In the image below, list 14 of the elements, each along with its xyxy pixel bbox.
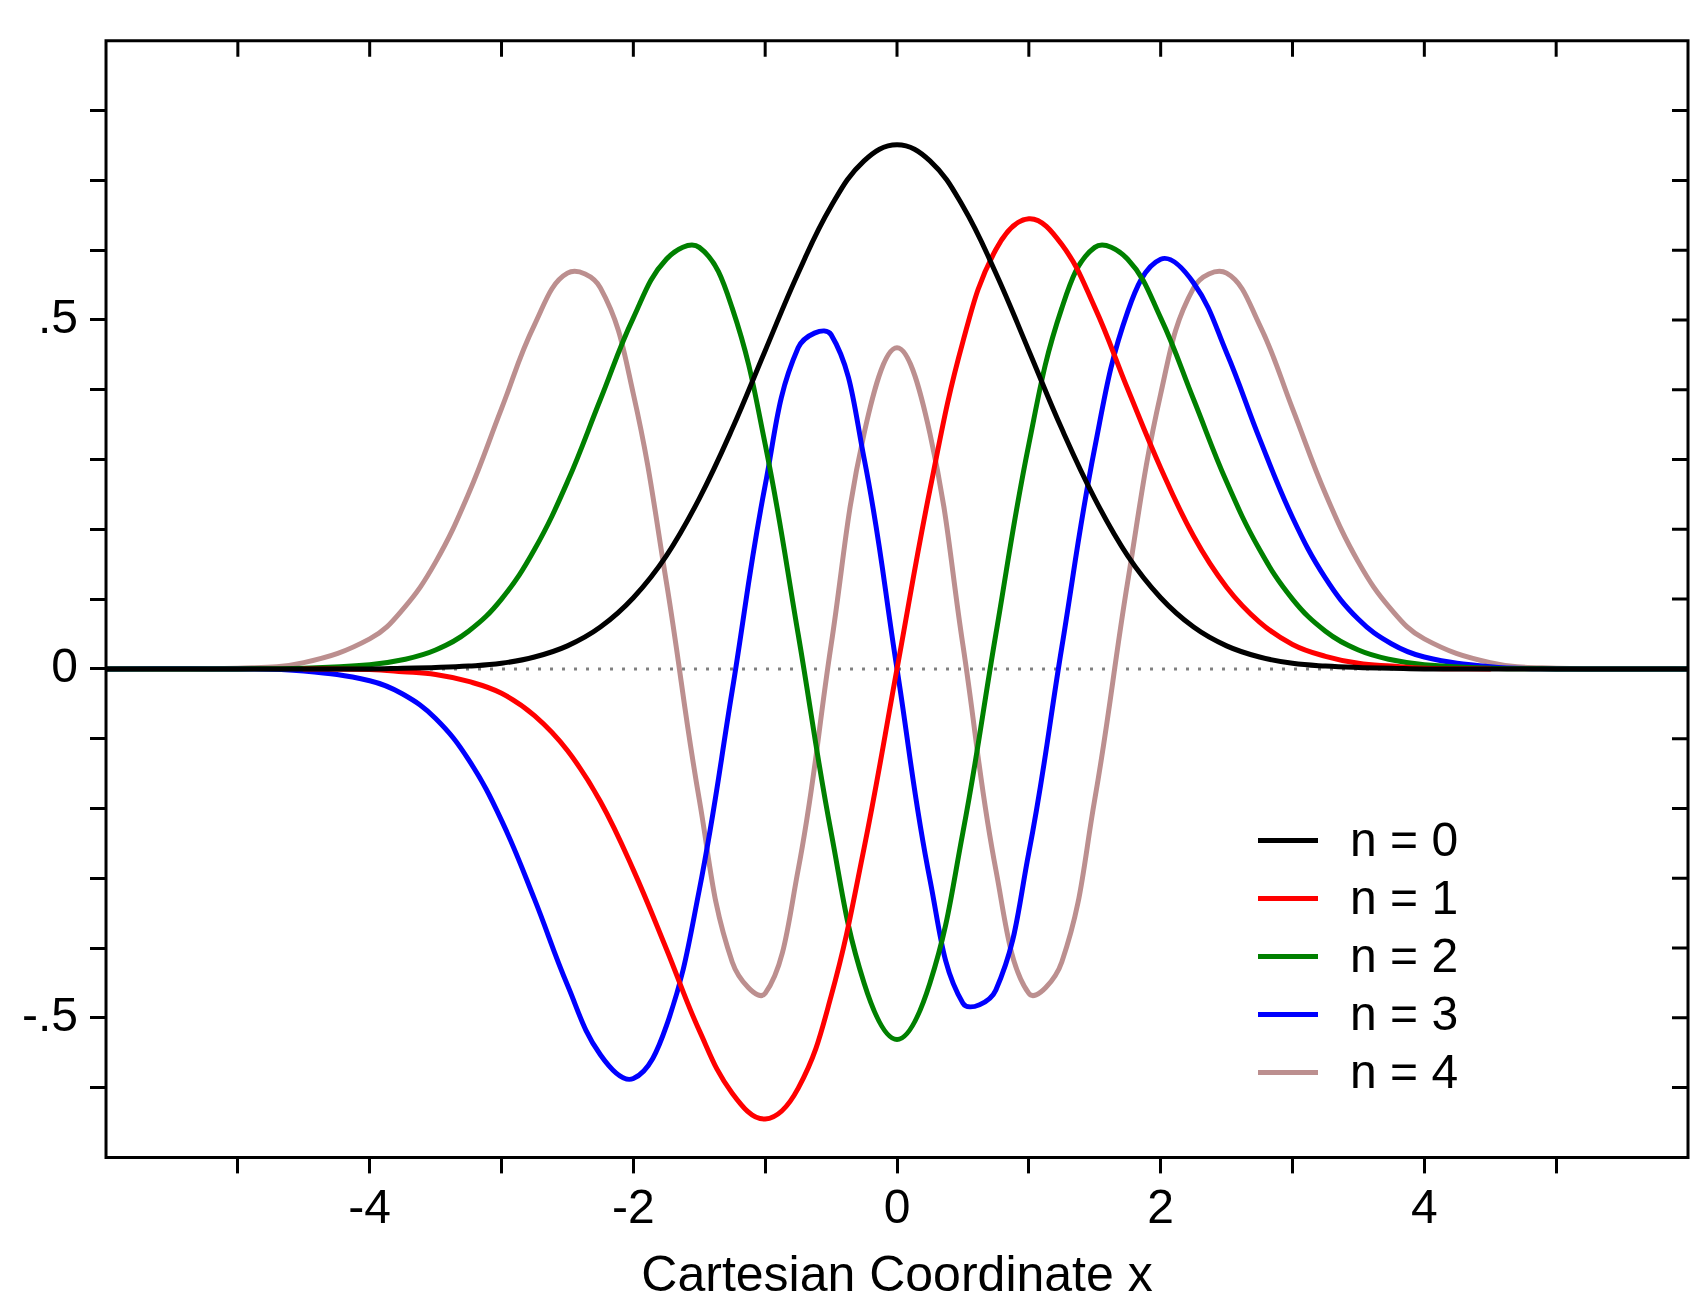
x-tick-label: 0 [883,1180,911,1234]
x-tick-label: -4 [348,1180,392,1234]
y-tick-label: 0 [51,639,79,693]
x-tick-label: -2 [612,1180,655,1234]
x-tick-label: 4 [1410,1180,1438,1234]
legend-label: n = 2 [1350,928,1459,982]
x-tick-label: 2 [1147,1180,1175,1234]
legend-label: n = 0 [1350,812,1459,866]
legend-label: n = 3 [1350,986,1459,1040]
legend-label: n = 1 [1350,870,1459,924]
x-axis-title: Cartesian Coordinate x [641,1245,1153,1302]
y-tick-label: -.5 [22,988,79,1042]
y-tick-label: .5 [37,290,79,344]
legend-label: n = 4 [1350,1044,1459,1098]
